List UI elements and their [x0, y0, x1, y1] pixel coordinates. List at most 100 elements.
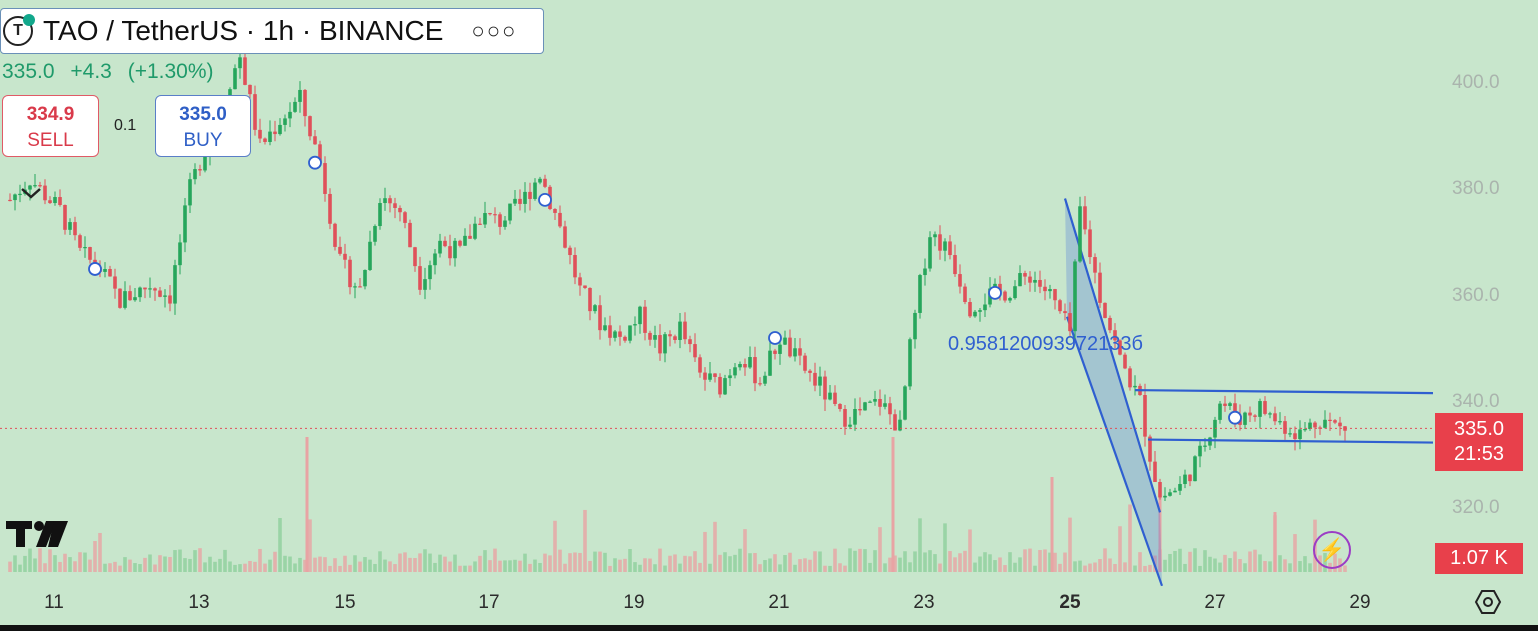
- symbol-header[interactable]: T TAO / TetherUS · 1h · BINANCE ○○○: [0, 8, 544, 54]
- candle-body: [498, 214, 502, 227]
- symbol-title[interactable]: TAO / TetherUS · 1h · BINANCE: [43, 15, 444, 46]
- lightning-icon[interactable]: ⚡: [1313, 531, 1351, 569]
- channel-lower-line: [1065, 316, 1164, 587]
- volume-bar: [958, 553, 962, 572]
- candle-body: [1163, 495, 1167, 498]
- volume-bar: [248, 560, 252, 572]
- volume-bar: [858, 548, 862, 572]
- volume-bar: [828, 565, 832, 572]
- candle-body: [1283, 421, 1287, 434]
- candle-body: [313, 136, 317, 145]
- tradingview-logo-icon[interactable]: [6, 517, 68, 549]
- price-axis-label: 340.0: [1452, 391, 1500, 412]
- candle-body: [973, 311, 977, 317]
- candle-body: [103, 268, 107, 272]
- volume-bar: [133, 563, 137, 572]
- volume-bar: [923, 552, 927, 572]
- candle-body: [828, 392, 832, 400]
- candle-body: [1253, 415, 1257, 417]
- time-axis-label: 17: [478, 592, 500, 613]
- candle-body: [1268, 413, 1272, 415]
- volume-bar: [1148, 564, 1152, 572]
- volume-bar: [1083, 565, 1087, 572]
- volume-bar: [683, 555, 687, 572]
- candle-body: [383, 198, 387, 204]
- volume-bar: [353, 555, 357, 572]
- candle-body: [688, 339, 692, 345]
- settings-hexagon-icon[interactable]: [1474, 588, 1502, 616]
- time-axis-label: 23: [913, 592, 935, 613]
- price-axis-label: 360.0: [1452, 285, 1500, 306]
- volume-bar: [703, 531, 707, 572]
- volume-bar: [1103, 548, 1107, 572]
- fib-ratio-label[interactable]: 0.958120093972133б: [948, 333, 1143, 355]
- volume-bar: [283, 555, 287, 572]
- candle-body: [1273, 413, 1277, 422]
- volume-bar: [408, 557, 412, 572]
- volume-bar: [1228, 558, 1232, 572]
- buy-button[interactable]: 335.0 BUY: [155, 95, 251, 157]
- candle-body: [68, 222, 72, 230]
- volume-bar: [733, 554, 737, 572]
- volume-bar: [358, 561, 362, 572]
- candle-body: [933, 234, 937, 238]
- event-markers[interactable]: [88, 155, 1242, 425]
- volume-bar: [263, 563, 267, 572]
- volume-bar: [758, 564, 762, 572]
- volume-bar: [478, 555, 482, 572]
- volume-bar: [578, 552, 582, 572]
- candle-body: [883, 403, 887, 407]
- volume-bar: [363, 557, 367, 572]
- volume-bar: [898, 557, 902, 572]
- chevron-down-icon[interactable]: [18, 180, 44, 206]
- candle-body: [908, 339, 912, 387]
- candle-body: [728, 375, 732, 379]
- candle-body: [683, 321, 687, 340]
- volume-bar: [468, 565, 472, 572]
- volume-bar: [563, 563, 567, 572]
- candle-body: [803, 355, 807, 371]
- volume-bar: [1038, 550, 1042, 572]
- volume-bar: [873, 550, 877, 572]
- volume-badge: 1.07 K: [1435, 543, 1523, 574]
- volume-bar: [1263, 561, 1267, 572]
- candle-body: [818, 376, 822, 386]
- volume-bar: [878, 527, 882, 572]
- volume-bar: [783, 555, 787, 572]
- time-axis-label: 29: [1349, 592, 1371, 613]
- candle-body: [43, 185, 47, 201]
- volume-bar: [1108, 558, 1112, 572]
- volume-bar: [693, 551, 697, 572]
- candle-body: [193, 169, 197, 180]
- more-horizontal-icon[interactable]: ○○○: [471, 18, 518, 43]
- trendline-drawings[interactable]: [1134, 389, 1434, 444]
- candle-body: [963, 286, 967, 303]
- candle-body: [583, 285, 587, 288]
- volume-bar: [373, 563, 377, 572]
- tao-logo: T: [3, 14, 35, 46]
- candle-body: [1178, 484, 1182, 491]
- volume-bar: [1003, 565, 1007, 572]
- volume-bar: [368, 559, 372, 572]
- volume-bar: [1173, 550, 1177, 572]
- volume-bar: [1138, 552, 1142, 572]
- volume-bar: [598, 551, 602, 572]
- current-price-value: 335.0: [1453, 418, 1505, 440]
- candle-body: [713, 373, 717, 377]
- volume-bar: [648, 558, 652, 572]
- price-axis-label: 400.0: [1452, 72, 1500, 93]
- volume-bar: [988, 554, 992, 572]
- volume-bar: [1208, 556, 1212, 572]
- candle-body: [1068, 313, 1072, 332]
- candle-body: [863, 402, 867, 411]
- candle-body: [843, 409, 847, 427]
- volume-bar: [493, 548, 497, 572]
- volume-bar: [698, 562, 702, 572]
- candle-body: [58, 197, 62, 205]
- candle-body: [763, 375, 767, 384]
- volume-bar: [1248, 551, 1252, 572]
- volume-bar: [48, 549, 52, 572]
- volume-bar: [768, 558, 772, 572]
- candle-body: [1023, 273, 1027, 277]
- sell-button[interactable]: 334.9 SELL: [2, 95, 99, 157]
